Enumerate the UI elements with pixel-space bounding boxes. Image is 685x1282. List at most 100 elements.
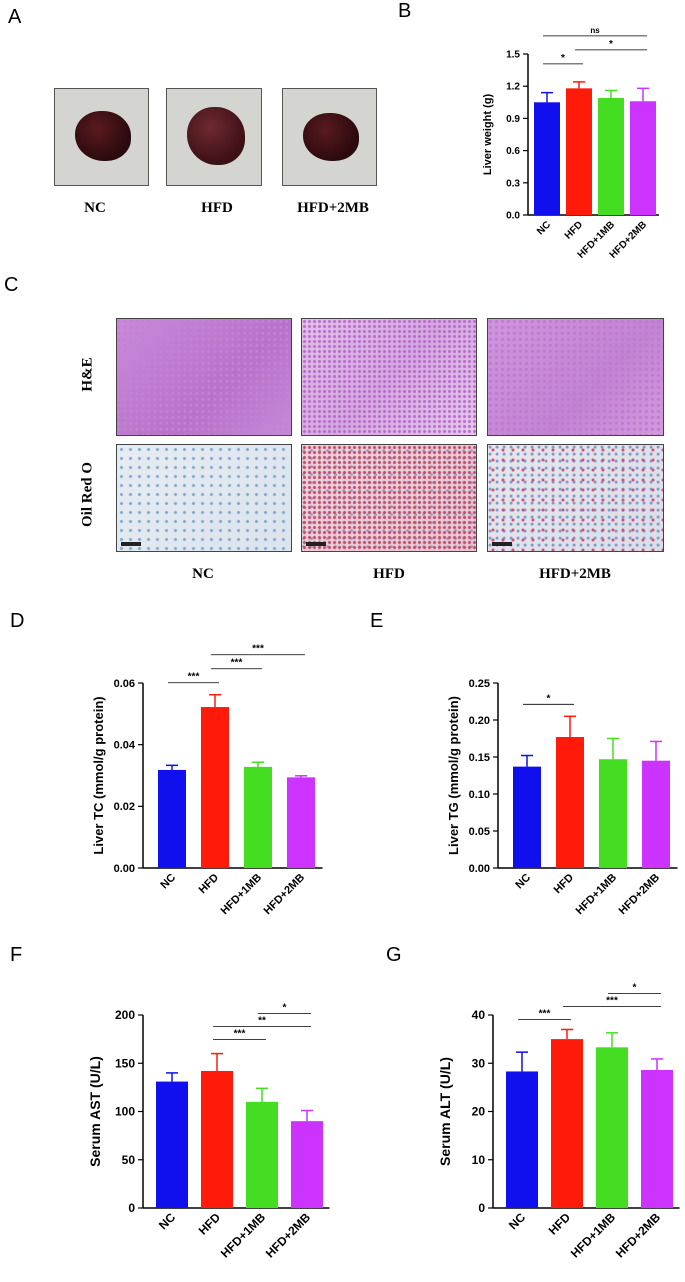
chart-f: 0 50 100 150 200 Serum AST (U/L) NC HFDHFD+1MBH…: [87, 1003, 330, 1260]
panel-letter-d: D: [10, 610, 25, 632]
category-label: HFD+1MB: [568, 1210, 618, 1260]
y-tick-label: 0.05: [469, 826, 490, 838]
category-label: NC: [158, 872, 178, 892]
y-tick-label: 0.10: [469, 789, 490, 801]
he-image-nc: [116, 318, 292, 436]
y-tick-label: 0.9: [506, 114, 520, 125]
y-tick-label: 0.0: [506, 211, 520, 222]
category-label: HFD+2MB: [608, 219, 649, 260]
y-tick-label: 0: [478, 1201, 485, 1215]
category-label: HFD+1MB: [576, 219, 617, 260]
category-label: HFD+1MB: [219, 872, 264, 917]
panel-letter-a: A: [8, 6, 22, 28]
significance-label: ***: [252, 644, 264, 655]
bar-hfd-1mb: [244, 766, 272, 868]
y-tick-label: 40: [472, 1008, 486, 1022]
chart-e: 0.00 0.05 0.10 0.15 0.20 0.25 Liver TG (mmol/g…: [446, 678, 678, 917]
significance-label: *: [633, 982, 637, 993]
y-tick-label: 0.15: [469, 752, 490, 764]
category-label: HFD+2MB: [262, 872, 307, 917]
histology-col-label-hfd: HFD: [373, 566, 405, 582]
y-tick-label: 1.5: [506, 50, 520, 61]
y-tick-label: 0.6: [506, 146, 520, 157]
row-label-oil-red-o: Oil Red O: [79, 462, 96, 528]
bar-hfd: [551, 1039, 583, 1208]
significance-label: ***: [231, 658, 243, 669]
y-tick-label: 100: [115, 1105, 135, 1119]
liver-photo-hfd-2mb: [282, 88, 377, 186]
category-label: HFD: [197, 872, 222, 897]
y-tick-label: 200: [115, 1008, 135, 1022]
row-label-he: H&E: [79, 357, 96, 392]
y-axis-label: Serum AST (U/L): [87, 1056, 103, 1167]
oil-red-o-image-hfd: [301, 444, 477, 552]
liver-photo-hfd: [166, 88, 262, 186]
category-label: HFD+2MB: [263, 1210, 313, 1260]
significance-label: **: [258, 1016, 266, 1027]
bar-hfd-1mb: [246, 1101, 278, 1208]
y-axis-label: Serum ALT (U/L): [437, 1057, 453, 1166]
bar-hfd: [201, 707, 229, 868]
liver-specimen: [75, 111, 131, 161]
photo-label-hfd-2mb: HFD+2MB: [297, 200, 369, 216]
bar-hfd: [566, 88, 592, 215]
significance-label: ns: [590, 26, 600, 35]
y-tick-label: 10: [472, 1153, 486, 1167]
oil-red-o-image-hfd-2mb: [487, 444, 664, 552]
category-label: NC: [513, 872, 533, 892]
bar-hfd-2mb: [291, 1121, 323, 1208]
category-label: HFD+1MB: [218, 1210, 268, 1260]
panel-letter-e: E: [370, 610, 384, 632]
photo-label-hfd: HFD: [201, 200, 233, 216]
significance-label: *: [283, 1003, 287, 1014]
bar-hfd-2mb: [641, 1070, 673, 1208]
category-label: HFD: [552, 872, 577, 897]
y-tick-label: 30: [472, 1056, 486, 1070]
bar-hfd-2mb: [287, 777, 315, 868]
significance-label: ***: [606, 995, 618, 1006]
y-axis-label: Liver TG (mmol/g protein): [446, 696, 461, 855]
bar-nc: [534, 102, 560, 215]
bar-hfd-2mb: [630, 101, 656, 215]
scale-bar: [492, 542, 512, 546]
bar-nc: [506, 1071, 538, 1208]
scale-bar: [121, 542, 141, 546]
significance-label: ***: [188, 672, 200, 683]
significance-label: ***: [539, 1008, 551, 1019]
scale-bar: [306, 542, 326, 546]
category-label: NC: [506, 1210, 528, 1232]
y-tick-label: 1.2: [506, 82, 520, 93]
category-label: HFD+2MB: [617, 872, 662, 917]
he-image-hfd: [301, 318, 477, 436]
oil-red-o-image-nc: [116, 444, 292, 552]
y-tick-label: 0.04: [114, 740, 136, 752]
panel-letter-f: F: [10, 944, 23, 966]
bar-hfd-1mb: [596, 1047, 628, 1208]
significance-label: ***: [234, 1029, 246, 1040]
category-label: NC: [156, 1210, 178, 1232]
panel-letter-g: G: [386, 944, 402, 966]
bar-nc: [158, 769, 186, 868]
y-tick-label: 0.00: [114, 863, 135, 875]
y-axis-label: Liver TC (mmol/g protein): [91, 696, 106, 854]
chart-g: 0 10 20 30 40 Serum ALT (U/L) NC HFDHFD+1MBHFD+…: [437, 982, 680, 1260]
bar-hfd-1mb: [598, 98, 624, 215]
category-label: HFD: [196, 1210, 224, 1238]
panel-letter-b: B: [398, 0, 412, 22]
y-tick-label: 0.00: [469, 863, 490, 875]
bar-nc: [156, 1081, 188, 1208]
y-tick-label: 20: [472, 1105, 486, 1119]
y-tick-label: 0.02: [114, 801, 135, 813]
bar-hfd-1mb: [599, 759, 627, 868]
bar-nc: [513, 766, 541, 868]
bar-hfd-2mb: [642, 760, 670, 868]
liver-specimen: [187, 107, 245, 165]
y-tick-label: 50: [122, 1153, 136, 1167]
chart-d: 0.00 0.02 0.04 0.06 Liver TC (mmol/g protein…: [91, 644, 323, 917]
category-label: HFD: [546, 1210, 574, 1238]
y-tick-label: 0.20: [469, 715, 490, 727]
category-label: HFD: [563, 219, 585, 241]
panel-letter-c: C: [4, 274, 19, 296]
